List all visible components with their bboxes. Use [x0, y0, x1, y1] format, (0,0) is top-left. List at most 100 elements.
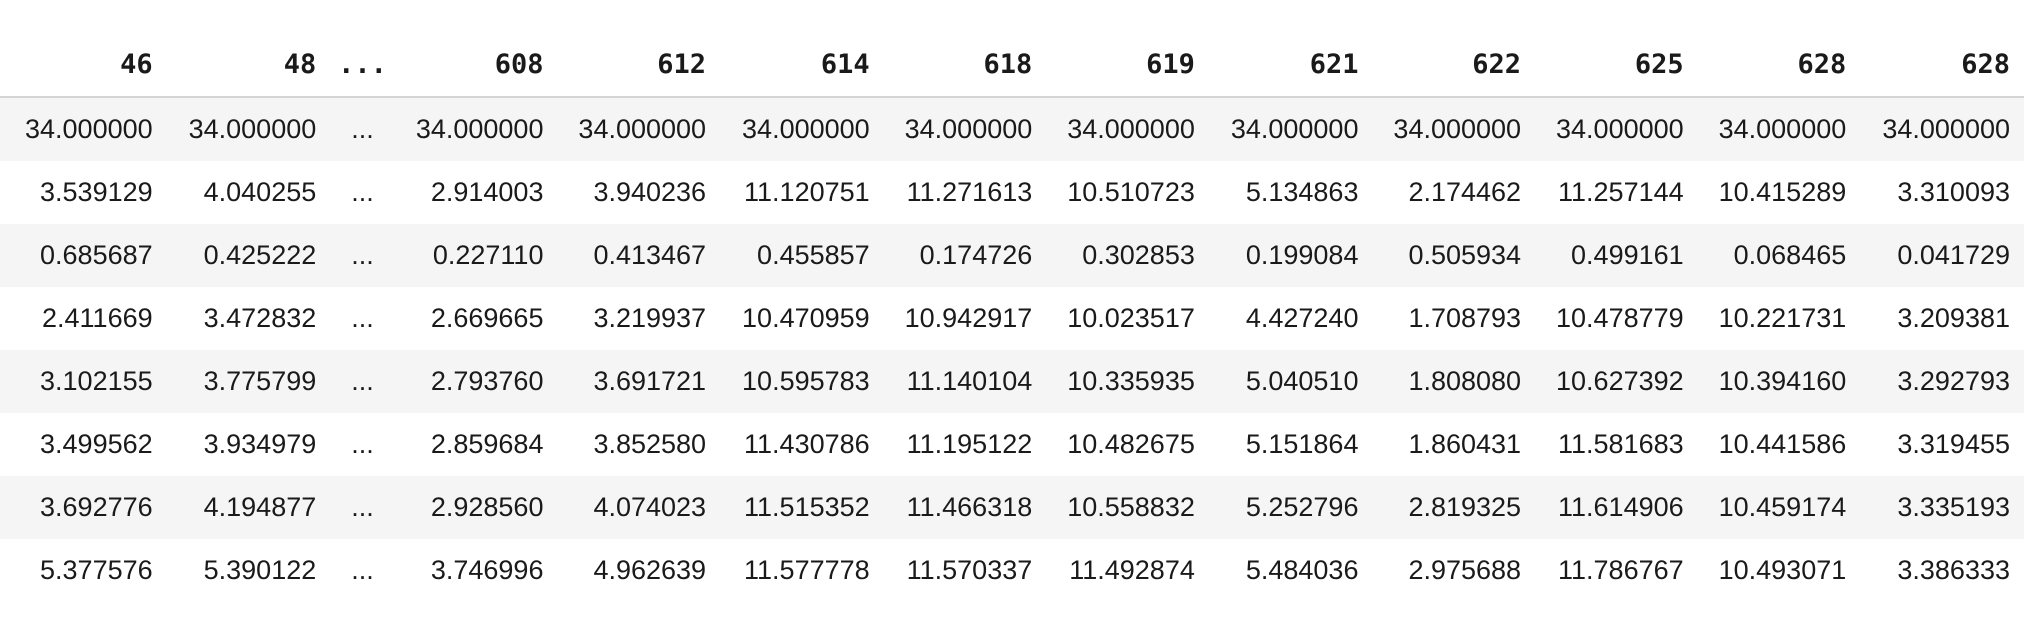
table-cell: 5.134863	[1245, 177, 1359, 207]
table-row: 3.499562 3.934979... 2.859684 3.852580 11.43…	[0, 413, 2024, 476]
table-cell: 10.441586	[1718, 429, 1847, 459]
table-cell: 3.539129	[40, 177, 153, 207]
table-cell: 1.808080	[1408, 366, 1522, 396]
table-cell: 3.319455	[1897, 429, 2010, 459]
table-cell-ellipsis: ...	[351, 303, 374, 333]
table-cell: 34.000000	[25, 114, 153, 144]
table-cell: 10.627392	[1556, 366, 1684, 396]
column-header: 625	[1535, 32, 1698, 98]
table-cell-ellipsis: ...	[351, 366, 374, 396]
table-cell: 0.499161	[1571, 240, 1684, 270]
column-header: 628	[1697, 32, 1861, 98]
table-cell: 10.394160	[1718, 366, 1847, 396]
table-row: 3.539129 4.040255... 2.914003 3.940236 11.12…	[0, 161, 2024, 224]
table-cell: 4.040255	[203, 177, 317, 207]
table-cell: 10.335935	[1067, 366, 1195, 396]
table-cell: 3.472832	[203, 303, 317, 333]
table-cell: 0.174726	[919, 240, 1033, 270]
table-cell: 10.478779	[1556, 303, 1684, 333]
table-cell: 0.068465	[1733, 240, 1847, 270]
table-cell: 11.614906	[1558, 492, 1684, 522]
table-row: 0.685687 0.425222... 0.227110 0.413467 0.455…	[0, 224, 2024, 287]
table-cell: 4.194877	[203, 492, 317, 522]
table-cell: 5.151864	[1245, 429, 1359, 459]
table-cell: 11.577778	[744, 555, 870, 585]
column-header: 608	[394, 32, 558, 98]
table-cell: 0.041729	[1897, 240, 2010, 270]
table-cell: 0.227110	[432, 240, 544, 270]
table-cell: 11.492874	[1069, 555, 1195, 585]
table-row: 3.692776 4.194877... 2.928560 4.074023 11.51…	[0, 476, 2024, 539]
table-body: 34.000000 34.000000... 34.000000 34.000000 3…	[0, 97, 2024, 602]
table-cell-ellipsis: ...	[351, 114, 374, 144]
table-cell: 11.515352	[744, 492, 870, 522]
column-header: 618	[883, 32, 1047, 98]
table-row: 5.377576 5.390122... 3.746996 4.962639 11.57…	[0, 539, 2024, 602]
dataframe-output: 46 48 ... 608 612 614 618 619 621 622 62…	[0, 32, 2024, 602]
table-cell: 34.000000	[188, 114, 317, 144]
table-cell-ellipsis: ...	[351, 492, 374, 522]
table-cell: 34.000000	[742, 114, 870, 144]
column-header: 628	[1860, 32, 2024, 98]
table-cell: 11.466318	[906, 492, 1033, 522]
table-cell: 10.415289	[1718, 177, 1847, 207]
table-cell-ellipsis: ...	[351, 240, 374, 270]
column-header: 621	[1208, 32, 1373, 98]
table-cell: 1.860431	[1408, 429, 1522, 459]
table-cell: 2.411669	[42, 303, 153, 333]
table-cell: 2.669665	[430, 303, 544, 333]
table-cell: 3.692776	[40, 492, 153, 522]
table-cell: 4.427240	[1245, 303, 1359, 333]
table-cell: 11.581683	[1558, 429, 1684, 459]
header-row: 46 48 ... 608 612 614 618 619 621 622 62…	[0, 32, 2024, 98]
table-cell: 2.975688	[1408, 555, 1522, 585]
table-cell: 3.219937	[593, 303, 707, 333]
table-cell: 34.000000	[1718, 114, 1847, 144]
column-header: 622	[1372, 32, 1536, 98]
table-row: 2.411669 3.472832... 2.669665 3.219937 10.47…	[0, 287, 2024, 350]
table-cell: 0.685687	[40, 240, 153, 270]
table-cell: 0.425222	[203, 240, 317, 270]
table-cell: 0.505934	[1408, 240, 1522, 270]
table-cell: 2.928560	[430, 492, 544, 522]
table-cell: 5.377576	[40, 555, 153, 585]
column-header: 619	[1046, 32, 1209, 98]
table-cell: 10.459174	[1718, 492, 1847, 522]
table-cell: 3.852580	[593, 429, 707, 459]
column-header: 614	[720, 32, 884, 98]
column-header: 612	[557, 32, 721, 98]
table-cell-ellipsis: ...	[351, 555, 374, 585]
table-cell: 5.390122	[203, 555, 317, 585]
table-cell: 3.499562	[40, 429, 153, 459]
table-cell: 11.430786	[744, 429, 870, 459]
table-cell-ellipsis: ...	[351, 177, 374, 207]
table-cell: 34.000000	[1067, 114, 1195, 144]
column-header: 48	[166, 32, 331, 98]
table-cell: 4.962639	[593, 555, 707, 585]
table-cell: 3.209381	[1897, 303, 2010, 333]
table-cell: 10.470959	[742, 303, 870, 333]
table-cell: 11.786767	[1558, 555, 1684, 585]
table-cell: 5.252796	[1245, 492, 1359, 522]
table-cell: 3.292793	[1897, 366, 2010, 396]
table-cell: 5.484036	[1245, 555, 1359, 585]
table-cell: 4.074023	[593, 492, 707, 522]
table-cell: 2.819325	[1408, 492, 1522, 522]
table-cell: 11.195122	[906, 429, 1033, 459]
table-cell: 34.000000	[1230, 114, 1359, 144]
table-cell: 10.558832	[1067, 492, 1195, 522]
table-row: 34.000000 34.000000... 34.000000 34.000000 3…	[0, 97, 2024, 161]
table-cell: 10.493071	[1718, 555, 1847, 585]
table-cell: 2.174462	[1408, 177, 1522, 207]
table-cell: 11.570337	[906, 555, 1033, 585]
table-cell: 10.595783	[742, 366, 870, 396]
column-header-ellipsis: ...	[330, 32, 395, 98]
table-cell: 34.000000	[1556, 114, 1684, 144]
column-header: 46	[0, 32, 167, 98]
table-cell: 10.482675	[1067, 429, 1195, 459]
table-cell: 3.691721	[593, 366, 707, 396]
table-cell: 0.413467	[593, 240, 707, 270]
table-cell: 5.040510	[1245, 366, 1359, 396]
table-cell: 34.000000	[1393, 114, 1522, 144]
table-cell: 10.510723	[1067, 177, 1195, 207]
